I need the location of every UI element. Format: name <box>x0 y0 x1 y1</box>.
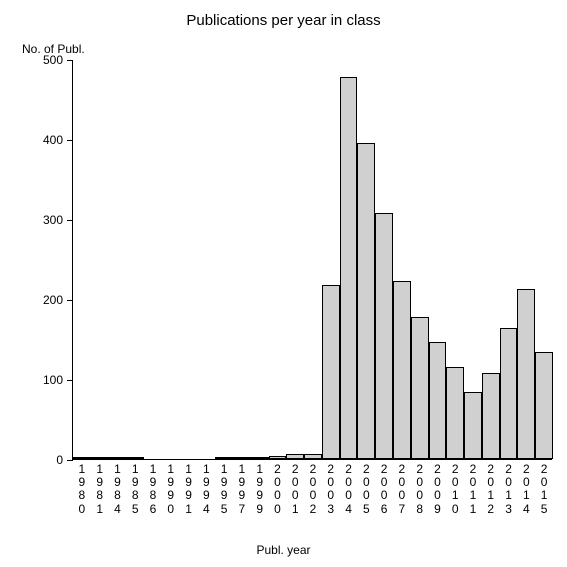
x-tick-label: 2 0 1 0 <box>449 463 461 516</box>
x-tick-label: 2 0 1 5 <box>538 463 550 516</box>
bar <box>393 281 411 459</box>
x-tick-label: 2 0 0 2 <box>307 463 319 516</box>
x-tick-label: 1 9 9 4 <box>200 463 212 516</box>
x-tick-label: 1 9 8 4 <box>111 463 123 516</box>
bar <box>357 143 375 459</box>
bar <box>73 457 91 459</box>
bar <box>269 456 287 459</box>
y-tick-label: 100 <box>43 373 63 387</box>
x-tick-label: 2 0 0 6 <box>378 463 390 516</box>
x-tick-label: 2 0 0 5 <box>360 463 372 516</box>
x-tick-label: 1 9 9 7 <box>236 463 248 516</box>
chart-title: Publications per year in class <box>0 12 567 29</box>
x-tick-label: 2 0 1 1 <box>467 463 479 516</box>
bar <box>500 328 518 459</box>
x-tick-label: 2 0 0 3 <box>325 463 337 516</box>
y-tick <box>67 300 73 301</box>
x-tick-label: 1 9 9 1 <box>183 463 195 516</box>
publications-bar-chart: Publications per year in class No. of Pu… <box>0 0 567 567</box>
x-tick-label: 2 0 0 9 <box>431 463 443 516</box>
x-tick-label: 2 0 0 1 <box>289 463 301 516</box>
x-tick-label: 1 9 8 0 <box>76 463 88 516</box>
y-tick <box>67 140 73 141</box>
bar <box>482 373 500 459</box>
x-tick-label: 2 0 0 4 <box>343 463 355 516</box>
bar <box>251 457 269 459</box>
bar <box>126 457 144 459</box>
x-tick-label: 1 9 9 5 <box>218 463 230 516</box>
y-tick-label: 500 <box>43 53 63 67</box>
x-tick-label: 2 0 1 4 <box>520 463 532 516</box>
x-tick-label: 1 9 8 5 <box>129 463 141 516</box>
x-tick-label: 2 0 1 2 <box>485 463 497 516</box>
bar <box>446 367 464 459</box>
bar <box>375 213 393 459</box>
x-tick-label: 1 9 8 6 <box>147 463 159 516</box>
bar <box>233 457 251 459</box>
bar <box>517 289 535 459</box>
y-tick <box>67 60 73 61</box>
plot-area: 01002003004005001 9 8 01 9 8 11 9 8 41 9… <box>72 60 552 460</box>
y-tick-label: 200 <box>43 293 63 307</box>
bar <box>340 77 358 459</box>
y-tick-label: 300 <box>43 213 63 227</box>
y-tick-label: 0 <box>56 453 63 467</box>
bar <box>109 457 127 459</box>
bar <box>535 352 553 459</box>
bar <box>286 454 304 459</box>
y-tick <box>67 220 73 221</box>
x-tick-label: 2 0 1 3 <box>503 463 515 516</box>
x-tick-label: 1 9 9 9 <box>254 463 266 516</box>
x-tick-label: 1 9 8 1 <box>94 463 106 516</box>
bar <box>429 342 447 459</box>
x-tick-label: 2 0 0 0 <box>271 463 283 516</box>
y-tick-label: 400 <box>43 133 63 147</box>
x-tick-label: 2 0 0 8 <box>414 463 426 516</box>
x-tick-label: 1 9 9 0 <box>165 463 177 516</box>
x-tick-label: 2 0 0 7 <box>396 463 408 516</box>
bar <box>322 285 340 459</box>
bar <box>411 317 429 459</box>
bar <box>464 392 482 459</box>
x-axis-label: Publ. year <box>0 543 567 557</box>
bar <box>91 457 109 459</box>
y-tick <box>67 460 73 461</box>
bar <box>215 457 233 459</box>
y-tick <box>67 380 73 381</box>
bar <box>304 454 322 459</box>
